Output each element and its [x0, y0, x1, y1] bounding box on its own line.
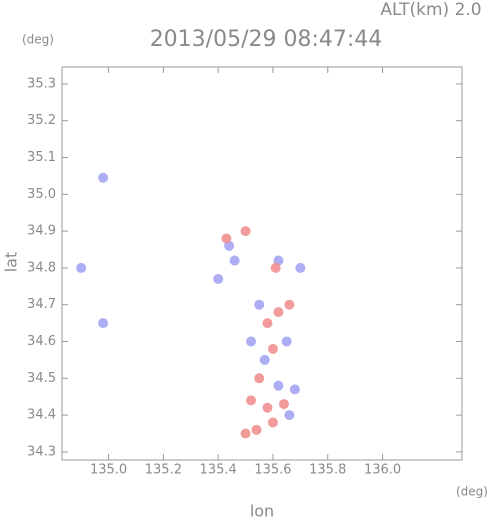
chart-title: 2013/05/29 08:47:44 [150, 27, 383, 52]
echo-point [267, 343, 278, 354]
echo-point [262, 318, 273, 329]
y-tick-label: 34.6 [27, 334, 56, 349]
x-tick-label: 135.4 [200, 463, 237, 478]
echo-point [246, 336, 257, 347]
y-tick-label: 34.3 [27, 444, 56, 459]
x-unit: (deg) [456, 485, 488, 499]
y-axis-label: lat [2, 252, 21, 273]
echo-point [76, 262, 87, 273]
echo-point [98, 172, 109, 183]
echo-point [213, 273, 224, 284]
echo-point [254, 373, 265, 384]
y-tick-label: 34.5 [27, 371, 56, 386]
echo-point [240, 226, 251, 237]
echo-point [295, 262, 306, 273]
y-tick-label: 35.2 [27, 113, 56, 128]
x-tick-label: 135.6 [254, 463, 291, 478]
plot-frame [61, 66, 463, 461]
echo-point [251, 424, 262, 435]
y-tick-label: 34.9 [27, 224, 56, 239]
y-tick-label: 35.0 [27, 187, 56, 202]
echo-point [273, 307, 284, 318]
echo-point [267, 417, 278, 428]
echo-point [221, 233, 232, 244]
echo-point [273, 380, 284, 391]
x-tick-label: 135.0 [90, 463, 127, 478]
echo-point [240, 428, 251, 439]
echo-point [246, 395, 257, 406]
altitude-label: ALT(km) 2.0 [380, 0, 481, 20]
echo-point [289, 384, 300, 395]
echo-point [281, 336, 292, 347]
echo-point [254, 299, 265, 310]
x-axis-label: lon [250, 502, 274, 521]
echo-point [284, 410, 295, 421]
echo-point [278, 399, 289, 410]
x-tick-label: 135.8 [309, 463, 346, 478]
echo-point [270, 262, 281, 273]
echo-point [229, 255, 240, 266]
x-tick-label: 136.0 [364, 463, 401, 478]
echo-point [98, 318, 109, 329]
echo-point [284, 299, 295, 310]
x-tick-label: 135.2 [145, 463, 182, 478]
y-tick-label: 35.3 [27, 76, 56, 91]
y-tick-label: 34.7 [27, 297, 56, 312]
echo-point [262, 402, 273, 413]
y-tick-label: 34.8 [27, 260, 56, 275]
y-tick-label: 34.4 [27, 408, 56, 423]
y-tick-label: 35.1 [27, 150, 56, 165]
echo-point [259, 354, 270, 365]
y-unit: (deg) [22, 33, 54, 47]
